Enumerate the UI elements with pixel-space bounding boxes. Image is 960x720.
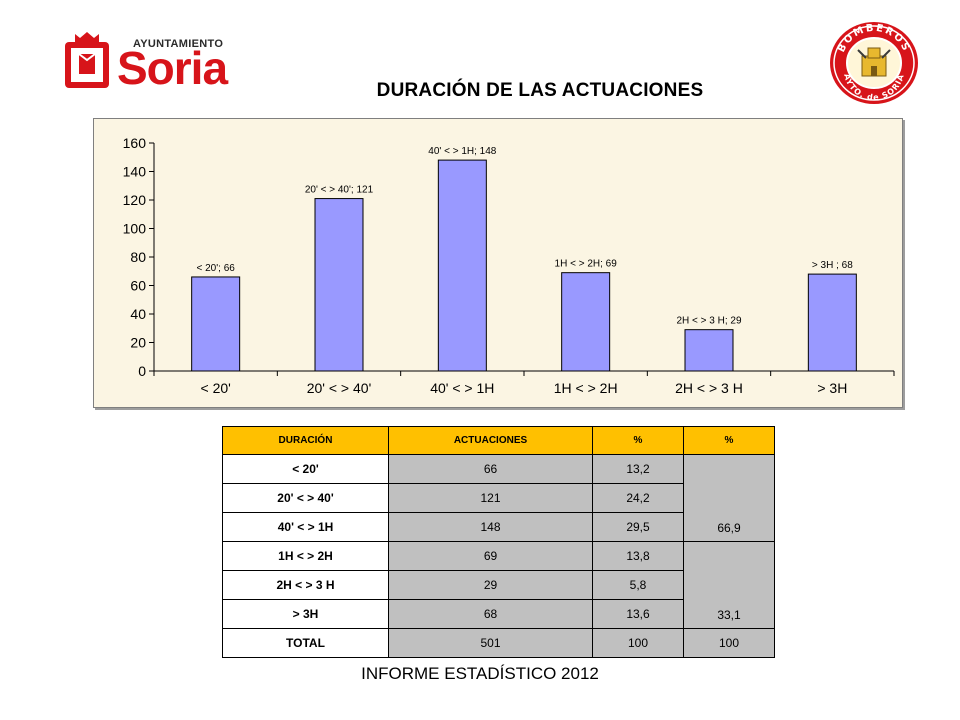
- row-percent: 13,2: [592, 454, 684, 484]
- row-label: 2H < > 3 H: [222, 570, 389, 600]
- bar: [561, 272, 611, 372]
- row-percent: 24,2: [592, 483, 684, 513]
- data-label: 20' < > 40'; 121: [305, 185, 374, 196]
- x-tick-label: 1H < > 2H: [554, 380, 618, 396]
- page-title: DURACIÓN DE LAS ACTUACIONES: [376, 80, 704, 101]
- logo-name: Soria: [117, 42, 228, 94]
- header-group-percent: %: [683, 426, 775, 455]
- x-tick-label: 20' < > 40': [307, 380, 372, 396]
- row-label: 40' < > 1H: [222, 512, 389, 542]
- group2-percent: 33,1: [683, 541, 775, 629]
- row-actuaciones: 148: [388, 512, 593, 542]
- x-tick-label: 2H < > 3 H: [675, 380, 743, 396]
- bar: [314, 198, 364, 372]
- y-tick-label: 160: [123, 135, 147, 151]
- y-tick-label: 0: [138, 363, 146, 379]
- y-tick-label: 100: [123, 221, 147, 237]
- row-label: 20' < > 40': [222, 483, 389, 513]
- table-row: 2H < > 3 H 29 5,8: [222, 570, 775, 600]
- row-percent: 5,8: [592, 570, 684, 600]
- y-tick-label: 20: [130, 335, 146, 351]
- table-row: < 20' 66 13,2 66,9: [222, 454, 775, 542]
- ayuntamiento-soria-logo: AYUNTAMIENTO Soria: [63, 30, 263, 92]
- duration-table: DURACIÓN ACTUACIONES % % < 20' 66 13,2 6…: [222, 426, 775, 658]
- header-actuaciones: ACTUACIONES: [388, 426, 593, 455]
- y-tick-label: 60: [130, 278, 146, 294]
- castle-icon: [857, 47, 891, 77]
- header-percent: %: [592, 426, 684, 455]
- table-row: 1H < > 2H 69 13,8 33,1: [222, 541, 775, 629]
- bar: [807, 273, 857, 372]
- row-actuaciones: 68: [388, 599, 593, 629]
- data-label: < 20'; 66: [196, 263, 235, 274]
- row-actuaciones: 29: [388, 570, 593, 600]
- y-tick-label: 120: [123, 192, 147, 208]
- header-duracion: DURACIÓN: [222, 426, 389, 455]
- group1-percent: 66,9: [683, 454, 775, 542]
- row-percent: 13,6: [592, 599, 684, 629]
- total-label: TOTAL: [222, 628, 389, 658]
- data-label: 2H < > 3 H; 29: [676, 316, 741, 327]
- table-total-row: TOTAL 501 100 100: [222, 628, 775, 658]
- bomberos-seal-logo: BOMBEROS AYTO. de SORIA: [830, 22, 918, 104]
- bar: [684, 329, 734, 372]
- table-row: > 3H 68 13,6: [222, 599, 775, 629]
- row-actuaciones: 69: [388, 541, 593, 571]
- data-label: 1H < > 2H; 69: [555, 259, 618, 270]
- row-actuaciones: 66: [388, 454, 593, 484]
- row-label: < 20': [222, 454, 389, 484]
- footer-text: INFORME ESTADÍSTICO 2012: [361, 664, 599, 683]
- bar: [437, 159, 487, 372]
- table-row: 20' < > 40' 121 24,2: [222, 483, 775, 513]
- row-percent: 29,5: [592, 512, 684, 542]
- table-header-row: DURACIÓN ACTUACIONES % %: [222, 426, 775, 455]
- y-tick-label: 40: [130, 306, 146, 322]
- bar-chart: 0 20 40 60 80 100 120 140 160 < 20'; 66 < 20' 20' <…: [123, 135, 895, 396]
- soria-shield-icon: [65, 32, 109, 88]
- row-label: 1H < > 2H: [222, 541, 389, 571]
- logo-subtitle: AYUNTAMIENTO: [133, 38, 224, 50]
- y-tick-label: 140: [123, 164, 147, 180]
- bar-chart-panel: 0 20 40 60 80 100 120 140 160 < 20'; 66 < 20' 20' <…: [93, 118, 903, 408]
- total-group-percent: 100: [683, 628, 775, 658]
- y-tick-label: 80: [130, 249, 146, 265]
- total-actuaciones: 501: [388, 628, 593, 658]
- row-label: > 3H: [222, 599, 389, 629]
- x-tick-label: 40' < > 1H: [430, 380, 494, 396]
- data-label: > 3H ; 68: [812, 260, 853, 271]
- data-label: 40' < > 1H; 148: [428, 146, 497, 157]
- x-tick-label: < 20': [201, 380, 231, 396]
- row-percent: 13,8: [592, 541, 684, 571]
- total-percent: 100: [592, 628, 684, 658]
- bar: [191, 276, 241, 372]
- row-actuaciones: 121: [388, 483, 593, 513]
- table-row: 40' < > 1H 148 29,5: [222, 512, 775, 542]
- x-tick-label: > 3H: [817, 380, 847, 396]
